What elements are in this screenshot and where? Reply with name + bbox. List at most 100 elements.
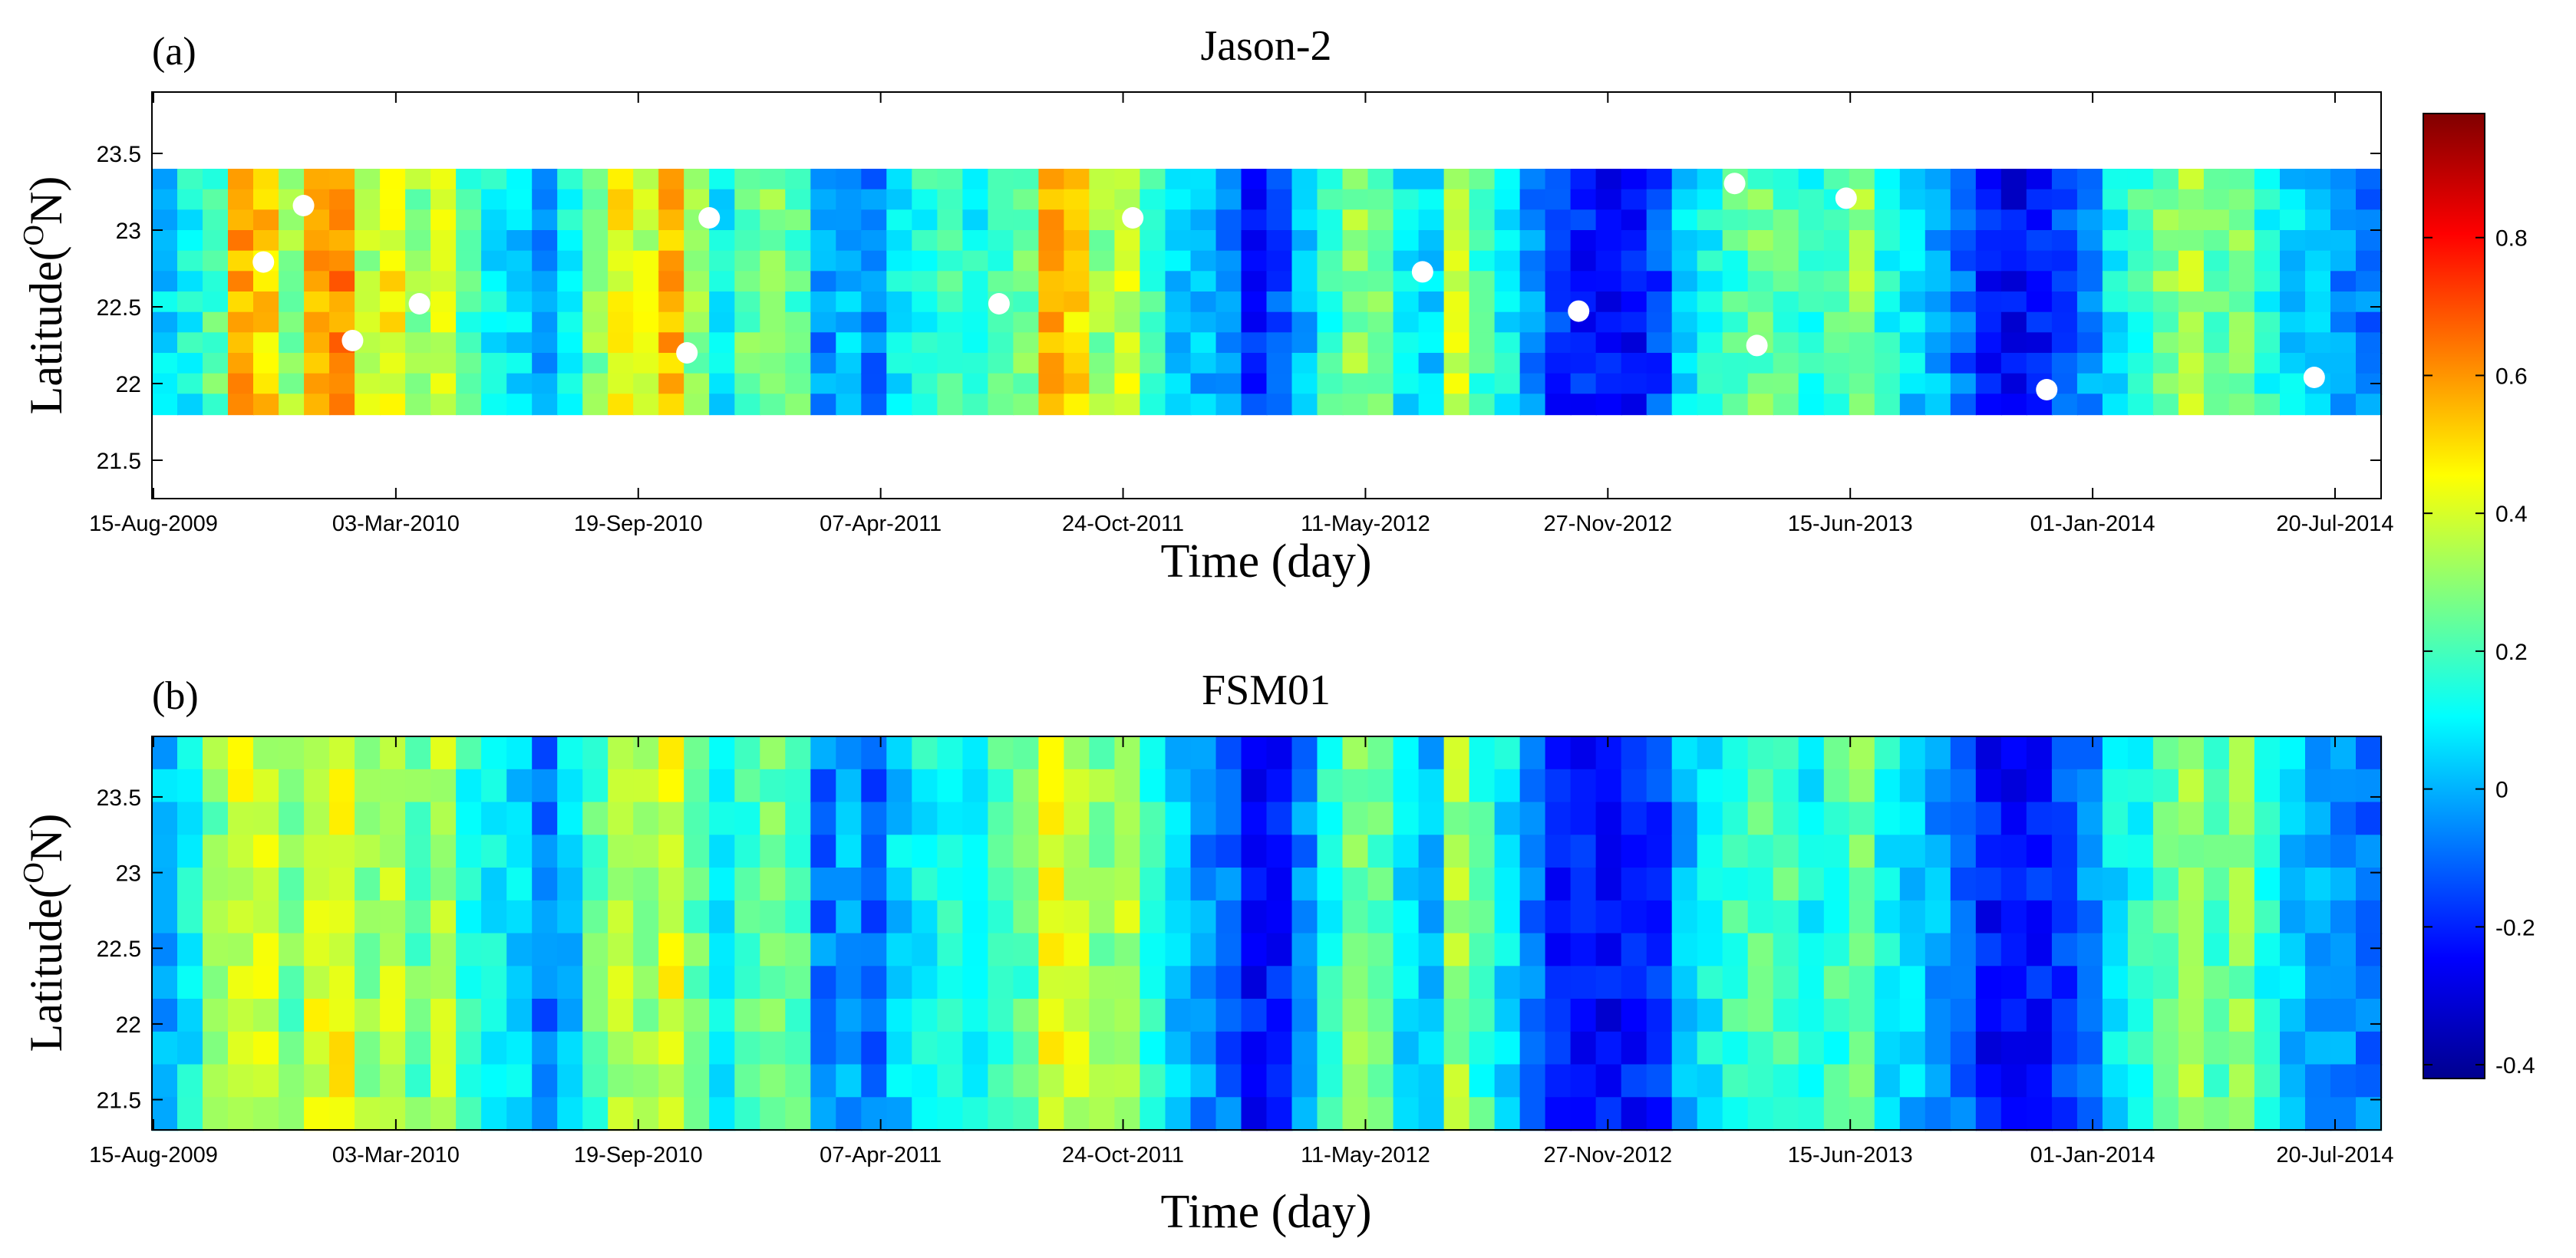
heatmap-cell [1849, 394, 1875, 416]
heatmap-cell [2051, 1031, 2079, 1065]
heatmap-cell [886, 736, 913, 770]
heatmap-cell [1190, 332, 1217, 354]
heatmap-cell [1342, 250, 1369, 272]
heatmap-cell [1849, 169, 1875, 190]
heatmap-cell [1925, 835, 1951, 869]
heatmap-cell [1165, 271, 1192, 293]
heatmap-cell [304, 394, 331, 416]
heatmap-cell [506, 769, 533, 803]
heatmap-cell [2280, 999, 2307, 1032]
heatmap-cell [279, 353, 305, 374]
heatmap-cell [1367, 835, 1394, 869]
heatmap-cell [1849, 900, 1875, 934]
heatmap-cell [152, 933, 179, 967]
heatmap-cell [2178, 189, 2205, 211]
heatmap-cell [532, 373, 559, 395]
heatmap-cell [633, 209, 660, 232]
heatmap-cell [177, 209, 204, 232]
heatmap-cell [684, 373, 711, 395]
heatmap-cell [2051, 802, 2079, 836]
heatmap-cell [2178, 769, 2205, 803]
heatmap-cell [355, 394, 381, 416]
heatmap-cell [937, 250, 964, 272]
heatmap-cell [684, 900, 711, 934]
heatmap-cell [1697, 271, 1723, 293]
heatmap-cell [1418, 291, 1445, 313]
heatmap-cell [1418, 1097, 1445, 1131]
heatmap-cell [658, 900, 685, 934]
heatmap-cell [2026, 802, 2053, 836]
heatmap-cell [988, 311, 1014, 334]
heatmap-cell [2228, 966, 2256, 1000]
heatmap-cell [1443, 353, 1470, 374]
heatmap-cell [2026, 230, 2053, 252]
heatmap-cell [380, 271, 407, 293]
heatmap-cell [2051, 169, 2079, 190]
heatmap-cell [988, 394, 1014, 416]
heatmap-cell [734, 169, 761, 190]
heatmap-cell [2330, 271, 2357, 293]
colorbar-ticks: 0.80.60.40.20-0.2-0.4 [2423, 226, 2535, 1079]
heatmap-cell [1621, 933, 1648, 967]
heatmap-cell [1697, 332, 1723, 354]
heatmap-cell [2228, 802, 2256, 836]
heatmap-cell [684, 169, 711, 190]
heatmap-cell [861, 966, 888, 1000]
heatmap-cell [2356, 291, 2383, 313]
heatmap-cell [633, 769, 660, 803]
heatmap-cell [1545, 999, 1572, 1032]
heatmap-cell [1215, 189, 1242, 211]
heatmap-cell [658, 311, 685, 334]
heatmap-cell [1342, 999, 1369, 1032]
heatmap-cell [785, 271, 812, 293]
heatmap-cell [2280, 769, 2307, 803]
heatmap-cell [886, 230, 913, 252]
heatmap-cell [253, 835, 280, 869]
heatmap-cell [582, 250, 609, 272]
heatmap-cell [2051, 209, 2079, 232]
heatmap-cell [1925, 1031, 1951, 1065]
heatmap-cell [405, 373, 432, 395]
heatmap-cell [228, 802, 255, 836]
heatmap-cell [557, 1097, 584, 1131]
heatmap-cell [1646, 868, 1673, 901]
heatmap-cell [1722, 769, 1749, 803]
heatmap-cell [1291, 169, 1318, 190]
heatmap-cell [1545, 209, 1572, 232]
heatmap-cell [2280, 271, 2307, 293]
heatmap-cell [2026, 1097, 2053, 1131]
heatmap-cell [1697, 1097, 1723, 1131]
heatmap-cell [1494, 736, 1521, 770]
heatmap-cell [2102, 230, 2129, 252]
heatmap-cell [1925, 769, 1951, 803]
heatmap-cell [760, 1064, 787, 1098]
heatmap-cell [2280, 394, 2307, 416]
heatmap-cell [2076, 209, 2104, 232]
heatmap-cell [1266, 169, 1293, 190]
heatmap-cell [633, 736, 660, 770]
heatmap-cell [2127, 736, 2155, 770]
heatmap-cell [253, 1097, 280, 1131]
heatmap-cell [1570, 900, 1597, 934]
heatmap-cell [2152, 999, 2180, 1032]
heatmap-cell [1519, 394, 1546, 416]
heatmap-cell [1798, 1097, 1825, 1131]
heatmap-cell [2280, 373, 2307, 395]
heatmap-cell [1874, 394, 1901, 416]
heatmap-cell [1064, 933, 1090, 967]
heatmap-cell [1064, 394, 1090, 416]
heatmap-cell [810, 999, 837, 1032]
heatmap-cell [1823, 1097, 1850, 1131]
heatmap-cell [1317, 802, 1344, 836]
heatmap-cell [1773, 230, 1799, 252]
heatmap-cell [2254, 209, 2281, 232]
heatmap-cell [1114, 966, 1141, 1000]
heatmap-cell [1114, 835, 1141, 869]
heatmap-cell [886, 1031, 913, 1065]
heatmap-cell [1393, 900, 1420, 934]
heatmap-cell [1621, 999, 1648, 1032]
heatmap-cell [1722, 353, 1749, 374]
heatmap-cell [152, 291, 179, 313]
heatmap-cell [962, 353, 989, 374]
heatmap-cell [1975, 394, 2002, 416]
